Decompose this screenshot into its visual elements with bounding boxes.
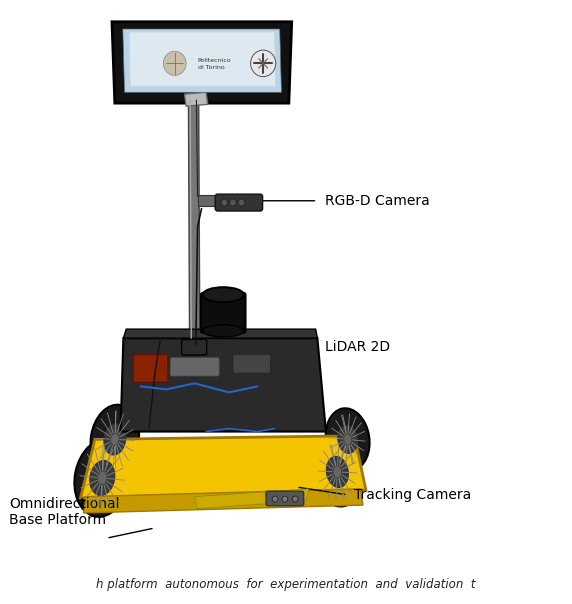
Ellipse shape bbox=[333, 466, 341, 478]
Ellipse shape bbox=[327, 457, 348, 487]
Polygon shape bbox=[124, 329, 317, 338]
Polygon shape bbox=[194, 489, 309, 509]
Circle shape bbox=[272, 496, 278, 502]
Polygon shape bbox=[129, 32, 276, 86]
Text: Omnidirectional: Omnidirectional bbox=[9, 497, 120, 511]
Ellipse shape bbox=[90, 460, 115, 495]
Ellipse shape bbox=[202, 288, 244, 302]
Ellipse shape bbox=[74, 439, 130, 517]
Ellipse shape bbox=[97, 471, 107, 485]
Circle shape bbox=[164, 51, 186, 76]
FancyBboxPatch shape bbox=[215, 194, 263, 211]
Ellipse shape bbox=[344, 434, 351, 445]
Polygon shape bbox=[184, 92, 208, 106]
Ellipse shape bbox=[110, 433, 119, 446]
Polygon shape bbox=[188, 100, 200, 344]
Ellipse shape bbox=[313, 437, 362, 507]
FancyBboxPatch shape bbox=[170, 358, 219, 376]
Ellipse shape bbox=[325, 408, 370, 471]
Polygon shape bbox=[198, 195, 226, 205]
Ellipse shape bbox=[202, 325, 244, 337]
Circle shape bbox=[282, 496, 288, 502]
FancyBboxPatch shape bbox=[233, 355, 271, 373]
Ellipse shape bbox=[337, 425, 358, 454]
FancyBboxPatch shape bbox=[201, 293, 245, 333]
Polygon shape bbox=[123, 29, 281, 92]
Text: RGB-D Camera: RGB-D Camera bbox=[325, 194, 430, 208]
FancyBboxPatch shape bbox=[181, 339, 206, 355]
Polygon shape bbox=[112, 22, 292, 103]
Text: Politecnico
di Torino: Politecnico di Torino bbox=[197, 58, 231, 70]
Text: Base Platform: Base Platform bbox=[9, 513, 106, 527]
Circle shape bbox=[251, 50, 276, 77]
Polygon shape bbox=[84, 489, 363, 513]
Circle shape bbox=[238, 199, 245, 206]
Circle shape bbox=[229, 199, 236, 206]
Text: Tracking Camera: Tracking Camera bbox=[355, 488, 472, 502]
Polygon shape bbox=[81, 435, 366, 498]
Circle shape bbox=[292, 496, 298, 502]
Text: LiDAR 2D: LiDAR 2D bbox=[325, 340, 390, 354]
Circle shape bbox=[221, 199, 228, 206]
Text: h platform  autonomous  for  experimentation  and  validation  t: h platform autonomous for experimentatio… bbox=[96, 578, 476, 591]
Ellipse shape bbox=[90, 405, 139, 474]
FancyBboxPatch shape bbox=[133, 355, 168, 382]
Ellipse shape bbox=[104, 424, 126, 455]
Polygon shape bbox=[121, 338, 326, 432]
FancyBboxPatch shape bbox=[266, 491, 304, 506]
